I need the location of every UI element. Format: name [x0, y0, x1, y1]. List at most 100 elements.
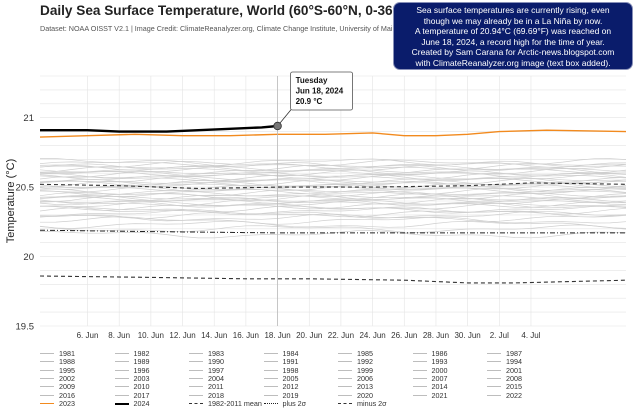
legend-label: 1985: [357, 349, 373, 358]
legend-swatch: [338, 361, 352, 363]
legend-swatch: [412, 394, 427, 396]
series-line-2020: [39, 160, 627, 170]
y-tick-label: 20: [23, 252, 34, 263]
legend-swatch: [40, 369, 54, 371]
legend-swatch: [189, 394, 203, 396]
legend-swatch: [263, 402, 278, 404]
legend-swatch: [338, 377, 352, 379]
x-tick-label: 14. Jun: [201, 331, 227, 340]
legend-label: 2007: [431, 373, 448, 383]
series-line-1990: [39, 202, 627, 211]
legend-label: 2015: [506, 382, 522, 392]
legend-swatch: [263, 361, 278, 363]
legend-swatch: [114, 386, 129, 388]
legend-swatch: [189, 377, 203, 379]
x-tick-label: 10. Jun: [138, 331, 164, 340]
legend-label: 2024: [133, 398, 150, 408]
legend-label: 2017: [133, 390, 150, 400]
legend-label: minus 2σ: [357, 398, 387, 408]
data-point-marker: [273, 121, 282, 131]
tooltip-box: [290, 71, 353, 111]
legend-swatch: [338, 353, 352, 354]
legend-swatch: [40, 353, 54, 354]
series-line-1984: [39, 216, 627, 225]
legend-label: 1990: [208, 357, 224, 367]
legend-swatch: [189, 369, 203, 371]
series-line-2022: [39, 158, 627, 167]
series-line-2016: [39, 166, 627, 175]
x-tick-label: 6. Jun: [77, 331, 99, 340]
tooltip-text: Jun 18, 2024: [296, 87, 344, 96]
x-tick-label: 28. Jun: [423, 331, 449, 340]
legend-label: 1995: [59, 365, 75, 375]
legend-swatch: [263, 394, 278, 396]
legend-label: 2012: [282, 382, 299, 392]
legend-swatch: [40, 386, 54, 388]
legend-label: 1989: [133, 357, 150, 367]
legend-label: 2005: [282, 373, 299, 383]
series-line-2009: [39, 176, 627, 185]
legend-swatch: [189, 361, 203, 363]
series-line-2019: [39, 162, 626, 171]
legend-label: 1982: [133, 349, 150, 358]
legend-label: 2020: [357, 390, 373, 400]
x-tick-label: 24. Jun: [359, 331, 385, 340]
legend-label: 2004: [208, 373, 224, 383]
series-line-1982: [39, 224, 627, 233]
legend-swatch: [40, 402, 54, 404]
y-axis-label: Temperature (°C): [5, 159, 17, 243]
legend-swatch: [487, 353, 501, 354]
legend-swatch: [263, 377, 278, 379]
series-line-2001: [39, 187, 627, 196]
legend-label: 2021: [431, 390, 448, 400]
legend-swatch: [114, 369, 129, 371]
legend-swatch: [338, 402, 352, 404]
legend-swatch: [412, 369, 427, 371]
legend-label: 1996: [133, 365, 150, 375]
legend-swatch: [338, 386, 352, 388]
y-tick-label: 21: [23, 113, 34, 124]
series-line-2011: [39, 173, 627, 182]
legend-label: 2001: [506, 365, 522, 375]
legend-label: 2009: [59, 382, 75, 392]
series-line-1988: [39, 206, 627, 215]
legend-label: 2019: [282, 390, 299, 400]
x-tick-label: 26. Jun: [391, 331, 417, 340]
legend-label: 1983: [208, 349, 224, 358]
legend-label: 2010: [133, 382, 150, 392]
legend-swatch: [412, 353, 427, 354]
series-line-2017: [39, 164, 627, 174]
annotation-line: June 18, 2024, a record high for the tim…: [421, 36, 605, 47]
series-line-2024: [40, 124, 278, 133]
legend-label: 2000: [431, 365, 448, 375]
legend-label: 1982-2011 mean: [208, 398, 262, 408]
series-line-1987: [39, 209, 627, 218]
legend-label: 1998: [282, 365, 299, 375]
legend-swatch: [114, 353, 129, 354]
x-tick-label: 2. Jul: [490, 331, 509, 340]
y-tick-label: 20.5: [16, 183, 35, 194]
legend-swatch: [114, 361, 129, 363]
dataset-credit: Dataset: NOAA OISST V2.1 | Image Credit:…: [40, 24, 401, 33]
legend-swatch: [114, 377, 129, 379]
legend-label: 2014: [431, 382, 448, 392]
y-tick-label: 19.5: [16, 322, 35, 333]
legend-swatch: [263, 386, 278, 388]
legend-swatch: [40, 394, 54, 396]
legend-label: 1986: [431, 349, 448, 358]
legend-label: 2008: [506, 373, 522, 383]
legend-swatch: [412, 386, 427, 388]
legend-label: 2003: [133, 373, 150, 383]
series-line-minus-2-: [39, 275, 627, 284]
annotation-line: with ClimateReanalyzer.org image (text b…: [415, 57, 611, 68]
legend-label: 1988: [59, 357, 75, 367]
series-line-1995: [39, 195, 627, 204]
series-line-2000: [39, 188, 627, 197]
legend-label: 1992: [357, 357, 373, 367]
x-tick-label: 8. Jun: [108, 331, 130, 340]
series-line-2002: [39, 185, 627, 195]
legend-label: plus 2σ: [282, 398, 307, 408]
legend-label: 1997: [208, 365, 224, 375]
x-tick-label: 22. Jun: [328, 331, 354, 340]
